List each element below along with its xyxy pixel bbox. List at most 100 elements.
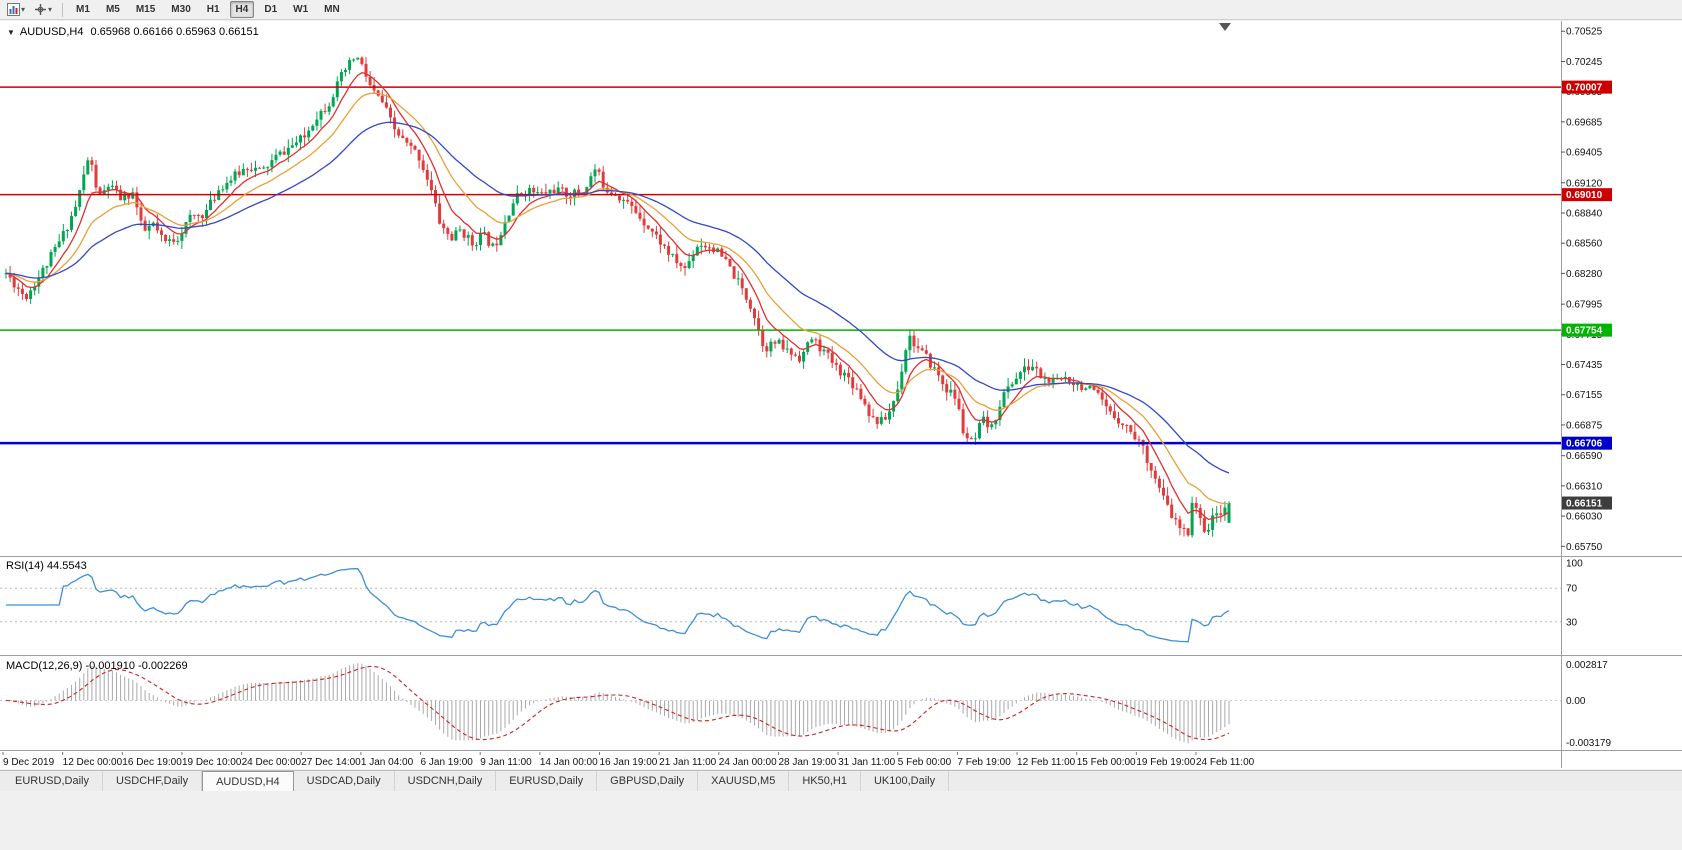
candle bbox=[434, 190, 437, 204]
candle bbox=[1125, 425, 1129, 427]
macd-axis-label: 0.00 bbox=[1566, 696, 1586, 707]
chart-tab-usdcnh-daily[interactable]: USDCNH,Daily bbox=[395, 771, 497, 791]
chart-tab-usdchf-daily[interactable]: USDCHF,Daily bbox=[103, 771, 203, 791]
candle bbox=[127, 193, 131, 199]
candle bbox=[225, 182, 229, 190]
chart-tab-xauusd-m5[interactable]: XAUUSD,M5 bbox=[698, 771, 790, 791]
time-axis-label: 16 Dec 19:00 bbox=[122, 757, 182, 768]
candle bbox=[810, 339, 814, 343]
candle bbox=[1051, 378, 1055, 383]
candle bbox=[507, 215, 511, 222]
chart-tab-gbpusd-daily[interactable]: GBPUSD,Daily bbox=[597, 771, 699, 791]
candle bbox=[98, 187, 102, 194]
timeframe-button-mn[interactable]: MN bbox=[324, 4, 340, 15]
timeframe-button-m1[interactable]: M1 bbox=[76, 4, 90, 15]
candle bbox=[900, 371, 904, 390]
svg-text:0.70007: 0.70007 bbox=[1566, 83, 1603, 94]
time-axis-label: 19 Feb 19:00 bbox=[1136, 757, 1195, 768]
candle bbox=[630, 201, 634, 207]
candle bbox=[1194, 502, 1198, 508]
symbol-collapse-arrow-icon[interactable]: ▼ bbox=[7, 28, 15, 37]
candle bbox=[998, 406, 1002, 420]
candle bbox=[691, 255, 695, 262]
candle bbox=[1219, 513, 1223, 515]
candle bbox=[515, 193, 519, 204]
candle bbox=[671, 254, 675, 256]
candle bbox=[683, 266, 687, 268]
chart-symbol-timeframe: AUDUSD,H4 bbox=[19, 26, 84, 38]
candle bbox=[646, 225, 650, 229]
candle bbox=[397, 129, 401, 136]
candle bbox=[1072, 382, 1075, 385]
candle bbox=[618, 195, 621, 201]
timeframe-button-m5[interactable]: M5 bbox=[105, 4, 120, 15]
time-axis-label: 21 Jan 11:00 bbox=[659, 757, 717, 768]
candle bbox=[1084, 388, 1088, 390]
candle bbox=[855, 388, 859, 390]
chevron-down-icon: ▾ bbox=[48, 4, 53, 14]
candle bbox=[798, 355, 801, 362]
candle bbox=[299, 135, 302, 143]
price-axis-label: 0.70245 bbox=[1566, 57, 1603, 68]
candle bbox=[1112, 411, 1116, 418]
time-axis[interactable]: 9 Dec 2019 12 Dec 00:00 16 Dec 19:00 19 Dec… bbox=[2, 752, 1255, 768]
price-axis-label: 0.66030 bbox=[1566, 512, 1603, 523]
candle bbox=[1080, 382, 1084, 390]
candle bbox=[1027, 366, 1030, 371]
candle bbox=[511, 203, 515, 216]
time-axis-label: 9 Jan 11:00 bbox=[480, 757, 532, 768]
timeframe-button-m30[interactable]: M30 bbox=[171, 4, 191, 15]
crosshair-tool-button[interactable]: ▾ bbox=[31, 1, 55, 19]
macd-axis-label: -0.003179 bbox=[1566, 738, 1611, 749]
chart-canvas[interactable]: 0.705250.702450.699650.696850.694050.691… bbox=[0, 21, 1682, 769]
candle bbox=[773, 341, 777, 344]
candle bbox=[1174, 518, 1178, 520]
candle bbox=[585, 187, 589, 193]
candle bbox=[577, 189, 581, 194]
chevron-down-icon: ▾ bbox=[21, 4, 26, 14]
candle bbox=[634, 206, 638, 213]
price-axis[interactable]: 0.705250.702450.699650.696850.694050.691… bbox=[1561, 27, 1612, 553]
candle bbox=[188, 214, 192, 222]
candles-layer bbox=[4, 56, 1231, 538]
candle bbox=[675, 254, 679, 264]
candle bbox=[180, 233, 184, 241]
timeframe-button-d1[interactable]: D1 bbox=[264, 4, 278, 15]
timeframe-button-w1[interactable]: W1 bbox=[293, 4, 309, 15]
candle bbox=[143, 220, 147, 231]
candle bbox=[417, 149, 421, 161]
price-badge: 0.66706 bbox=[1562, 436, 1612, 450]
candle bbox=[847, 372, 851, 378]
candle bbox=[920, 348, 924, 351]
candle bbox=[793, 354, 797, 356]
candle bbox=[229, 180, 233, 183]
chart-shift-marker-icon[interactable] bbox=[1219, 23, 1231, 31]
chart-tab-usdcad-daily[interactable]: USDCAD,Daily bbox=[294, 771, 395, 791]
chart-tab-eurusd-daily[interactable]: EURUSD,Daily bbox=[496, 771, 598, 791]
candle bbox=[1202, 518, 1206, 532]
macd-axis-label: 0.002817 bbox=[1566, 660, 1608, 671]
candle bbox=[924, 350, 928, 354]
chart-tab-uk100-daily[interactable]: UK100,Daily bbox=[861, 771, 950, 791]
chart-window-button[interactable]: ▾ bbox=[4, 1, 28, 19]
rsi-indicator-label: RSI(14) 44.5543 bbox=[6, 560, 87, 572]
candle bbox=[1137, 439, 1141, 441]
chart-tabs-bar: EURUSD,Daily USDCHF,Daily AUDUSD,H4 USDCAD,… bbox=[0, 770, 1682, 791]
candle bbox=[945, 384, 949, 393]
candle bbox=[532, 188, 536, 193]
candle bbox=[155, 222, 159, 231]
candle bbox=[499, 234, 503, 246]
timeframe-button-h4[interactable]: H4 bbox=[229, 1, 255, 18]
chart-tab-eurusd-daily[interactable]: EURUSD,Daily bbox=[2, 771, 103, 791]
price-axis-label: 0.67155 bbox=[1566, 390, 1603, 401]
candle bbox=[319, 110, 323, 120]
chart-tab-audusd-h4[interactable]: AUDUSD,H4 bbox=[202, 771, 294, 791]
candle bbox=[1153, 470, 1157, 479]
chart-tab-hk50-h1[interactable]: HK50,H1 bbox=[789, 771, 861, 791]
timeframe-button-m15[interactable]: M15 bbox=[135, 4, 156, 15]
candle bbox=[94, 164, 98, 188]
candle bbox=[65, 229, 69, 232]
timeframe-button-h1[interactable]: H1 bbox=[206, 4, 220, 15]
time-axis-label: 1 Jan 04:00 bbox=[361, 757, 414, 768]
candle bbox=[1215, 513, 1219, 516]
